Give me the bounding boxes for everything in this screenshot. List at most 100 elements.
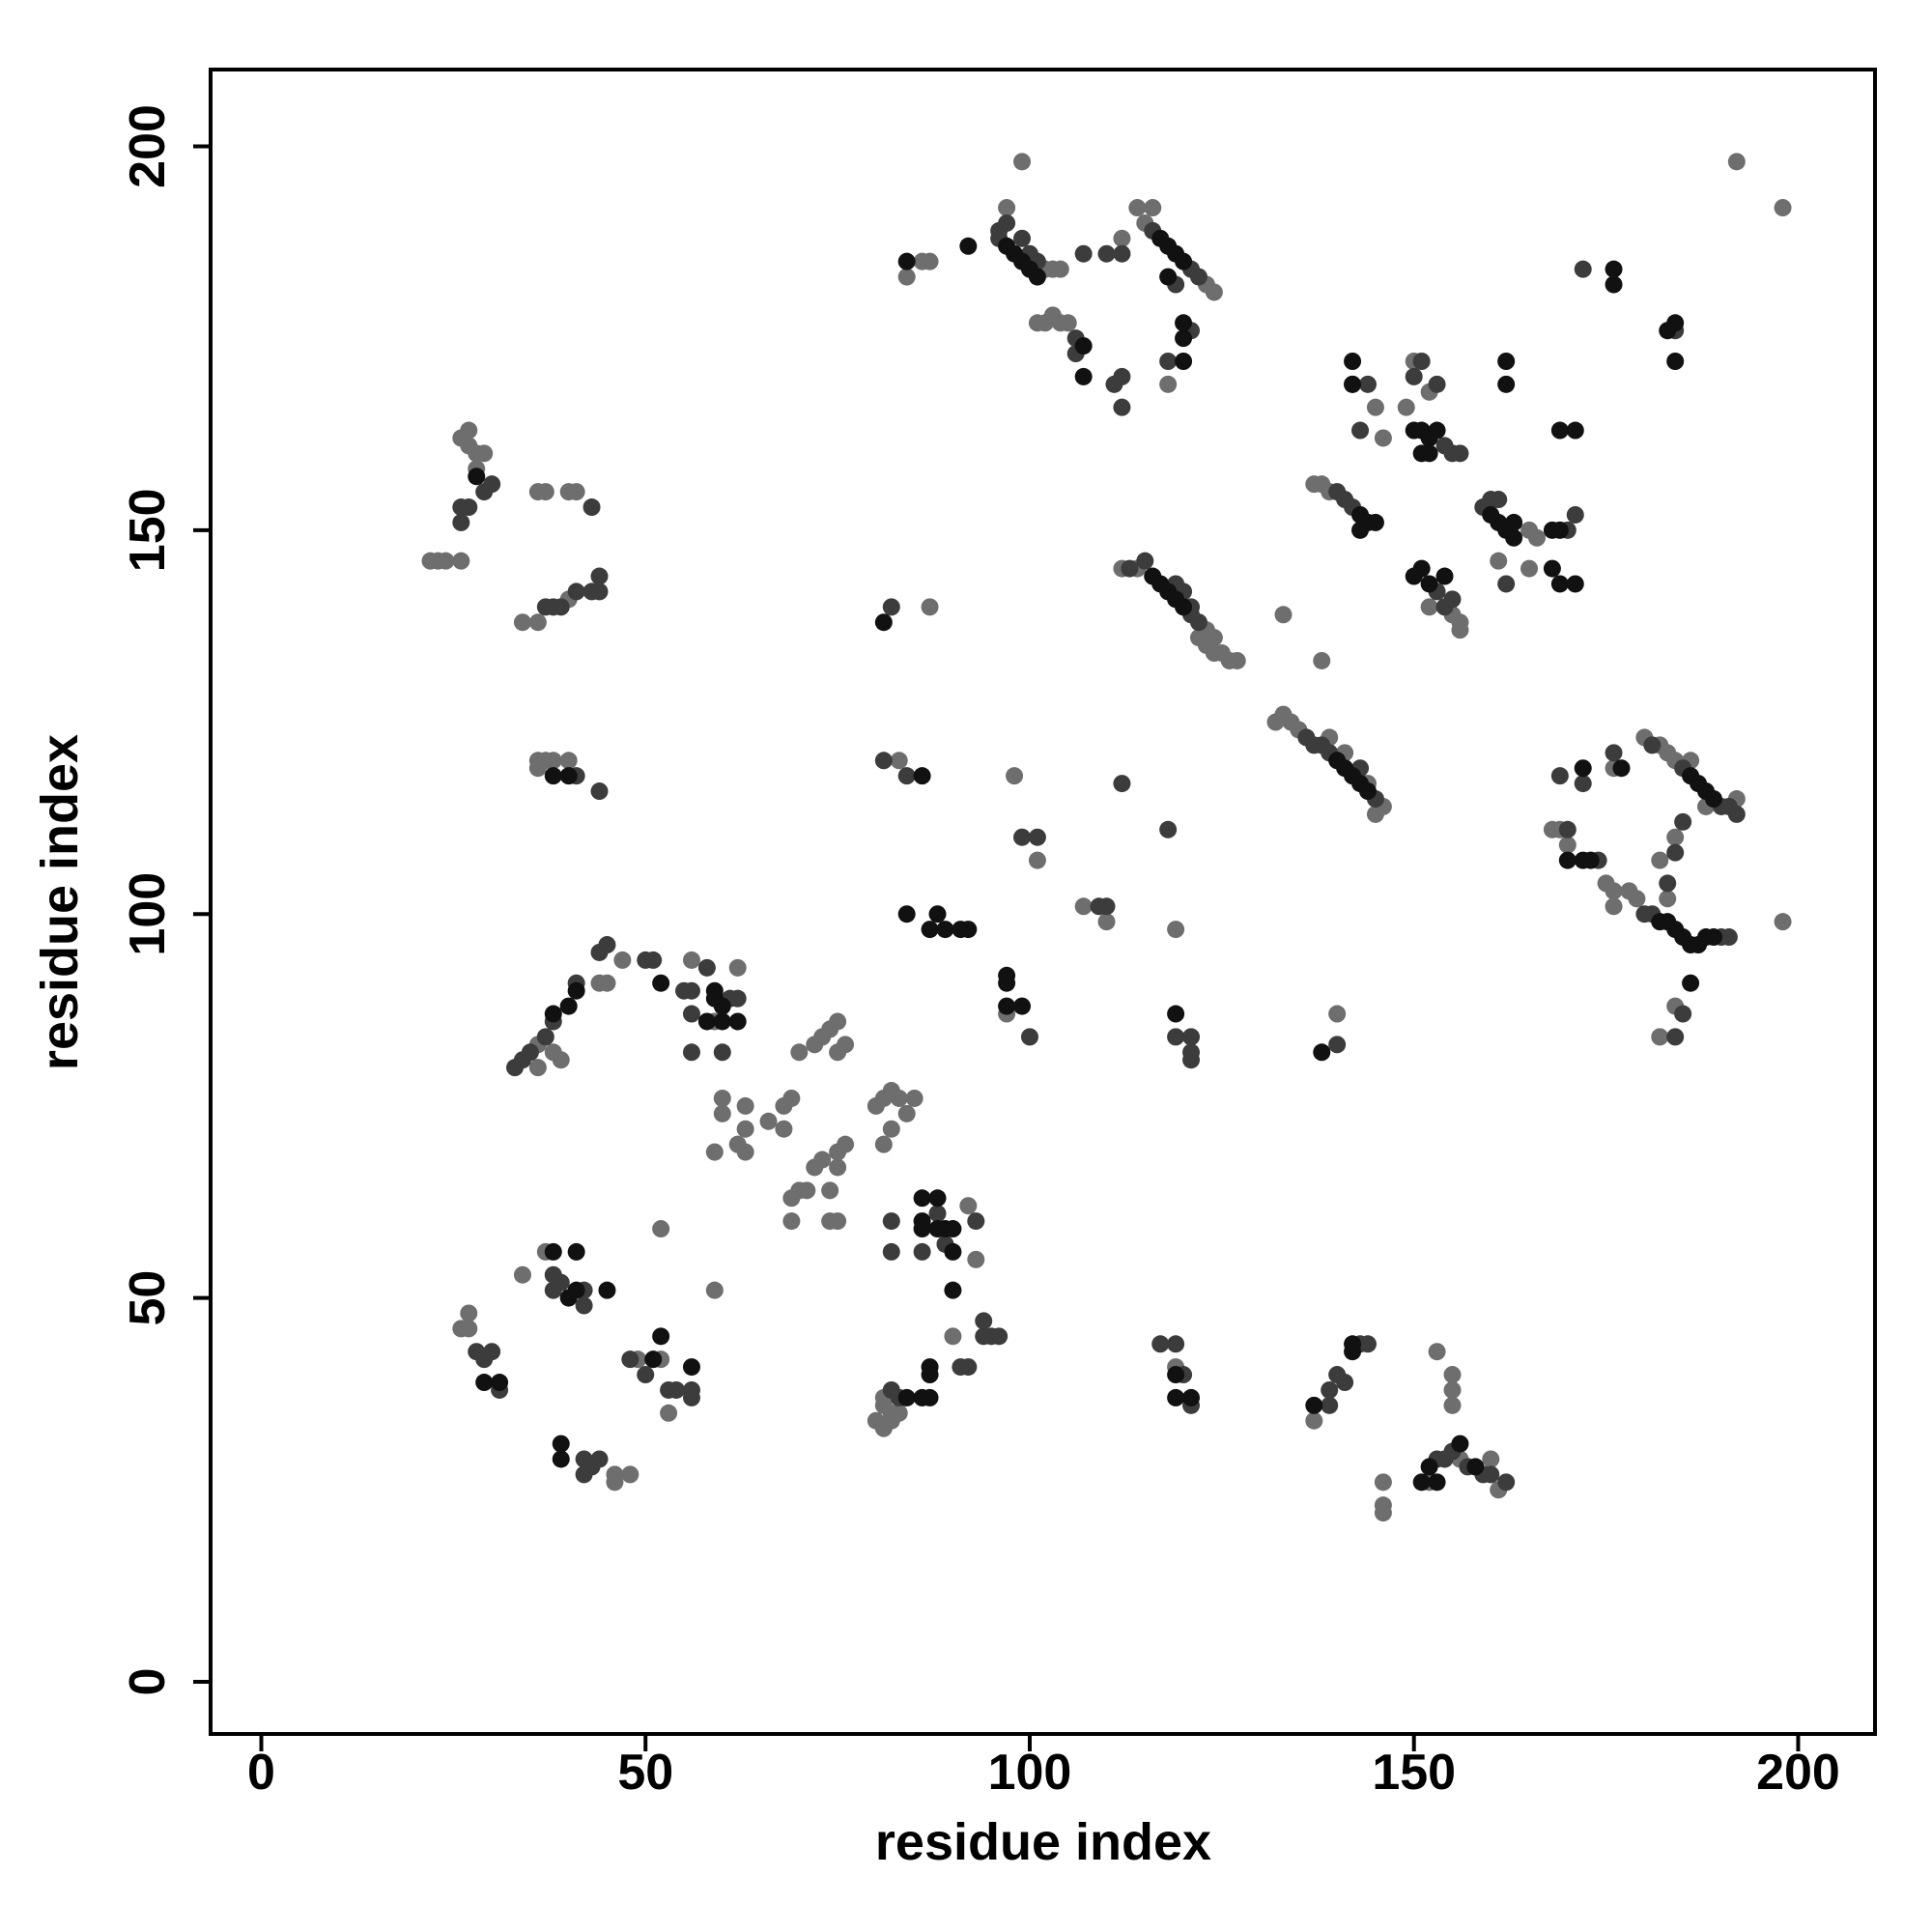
point (491, 1374, 509, 1392)
point (1366, 805, 1384, 823)
point (697, 1012, 716, 1031)
point (528, 759, 547, 778)
plot-frame (209, 68, 1877, 1736)
point (1581, 851, 1600, 869)
point (590, 567, 609, 585)
point (1358, 375, 1377, 393)
point (1574, 260, 1592, 278)
point (1074, 244, 1093, 263)
point (1028, 851, 1046, 869)
point (874, 1135, 893, 1153)
point (1420, 575, 1438, 593)
point (959, 1358, 978, 1377)
point (544, 752, 562, 770)
point (1167, 1335, 1185, 1353)
point (1420, 1458, 1438, 1476)
point (967, 1212, 985, 1231)
point (460, 498, 478, 517)
point (1167, 921, 1185, 939)
point (990, 1327, 1009, 1346)
point (682, 1043, 700, 1062)
point (959, 237, 978, 255)
point (452, 513, 470, 531)
point (1013, 828, 1032, 846)
point (1305, 1411, 1323, 1430)
point (1013, 153, 1032, 171)
point (1358, 1335, 1377, 1353)
point (1574, 759, 1592, 778)
point (1167, 1388, 1185, 1406)
x-tick-label: 0 (247, 1745, 275, 1801)
point (437, 552, 455, 570)
point (1405, 367, 1423, 385)
point (1704, 928, 1722, 947)
point (1205, 283, 1223, 301)
point (468, 468, 486, 486)
point (1328, 1005, 1347, 1023)
point (1682, 974, 1700, 992)
point (1321, 1380, 1339, 1399)
point (1550, 575, 1569, 593)
point (483, 475, 501, 494)
x-tick-label: 200 (1756, 1745, 1840, 1801)
point (1013, 997, 1032, 1015)
y-axis-title: residue index (31, 734, 89, 1070)
point (513, 1265, 531, 1284)
point (913, 1242, 931, 1261)
point (606, 1473, 624, 1492)
point (1351, 521, 1370, 539)
point (452, 552, 470, 570)
point (528, 1059, 547, 1077)
point (759, 1112, 778, 1130)
point (936, 921, 954, 939)
point (944, 1242, 962, 1261)
point (1121, 559, 1139, 578)
point (882, 1212, 900, 1231)
point (1074, 337, 1093, 355)
point (829, 1158, 847, 1177)
point (1428, 1343, 1446, 1361)
point (837, 1036, 855, 1054)
point (1550, 521, 1569, 539)
point (1159, 353, 1178, 371)
point (1605, 260, 1623, 278)
point (1497, 1473, 1516, 1492)
point (1612, 759, 1631, 778)
point (1097, 244, 1116, 263)
point (782, 1189, 801, 1208)
point (1351, 421, 1370, 440)
point (998, 974, 1016, 992)
point (552, 1450, 570, 1468)
point (1774, 199, 1792, 217)
point (882, 1242, 900, 1261)
point (513, 613, 531, 632)
point (1182, 1028, 1201, 1046)
point (1674, 1005, 1692, 1023)
point (1128, 199, 1147, 217)
point (1358, 782, 1377, 801)
point (1628, 890, 1646, 908)
point (544, 1242, 562, 1261)
point (590, 582, 609, 601)
point (897, 767, 916, 785)
point (913, 1388, 931, 1406)
y-tick-label: 50 (120, 1270, 176, 1326)
point (782, 1089, 801, 1107)
point (1144, 199, 1162, 217)
point (1605, 275, 1623, 294)
x-tick-label: 50 (617, 1745, 673, 1801)
point (782, 1212, 801, 1231)
point (1666, 828, 1685, 846)
point (598, 1281, 616, 1299)
point (1136, 552, 1154, 570)
point (1666, 843, 1685, 862)
point (682, 951, 700, 969)
point (1466, 1458, 1485, 1476)
point (1189, 268, 1208, 286)
point (1175, 252, 1193, 270)
point (921, 1366, 939, 1384)
point (728, 989, 747, 1008)
point (975, 1312, 993, 1330)
point (1028, 268, 1046, 286)
